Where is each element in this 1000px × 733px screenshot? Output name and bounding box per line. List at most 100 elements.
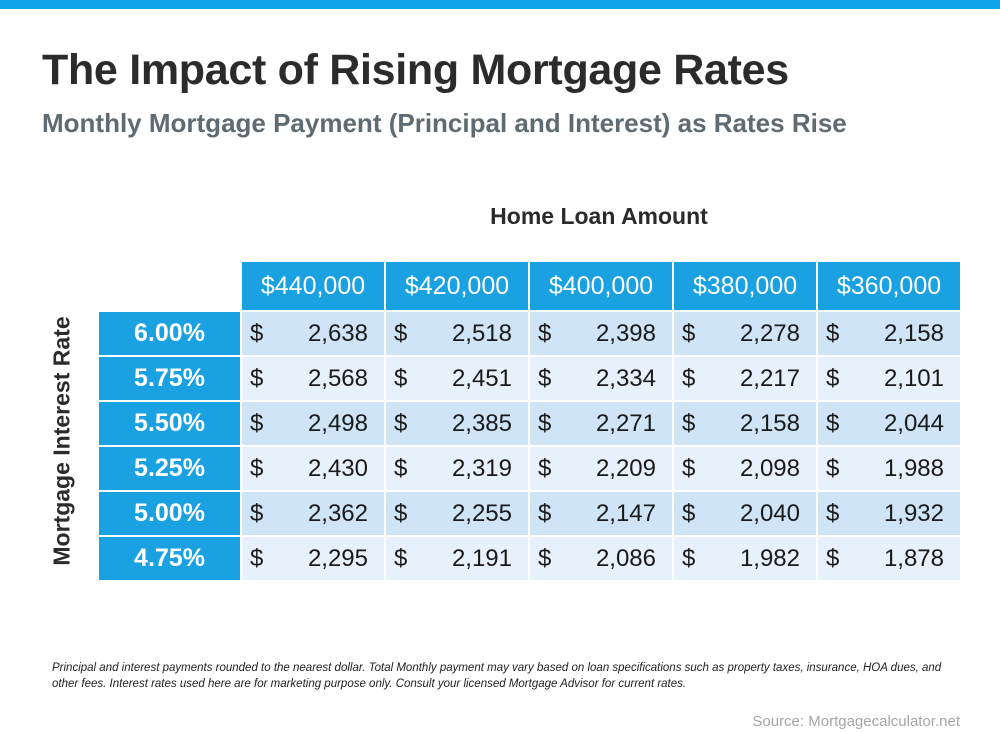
payment-cell: $2,209: [528, 445, 672, 490]
payment-cell-content: $1,982: [674, 545, 816, 573]
payment-amount: 2,217: [739, 364, 800, 392]
payment-cell: $2,191: [384, 535, 528, 580]
payment-cell-content: $2,158: [818, 320, 960, 348]
interest-rate-cell: 4.75%: [99, 535, 240, 580]
table-row: 5.75% $2,568 $2,451 $2,334 $2,217 $2,101: [99, 355, 960, 400]
payment-cell-content: $2,040: [674, 500, 816, 528]
payment-cell: $2,040: [672, 490, 816, 535]
currency-symbol: $: [538, 319, 552, 347]
payment-cell: $2,295: [240, 535, 384, 580]
payment-cell: $1,878: [816, 535, 960, 580]
payment-cell-content: $2,295: [242, 545, 384, 573]
payment-amount: 2,040: [739, 499, 800, 527]
payment-cell-content: $2,498: [242, 410, 384, 438]
payment-table: $440,000 $420,000 $400,000 $380,000 $360,000…: [99, 262, 960, 580]
payment-amount: 2,147: [595, 499, 656, 527]
payment-cell: $2,430: [240, 445, 384, 490]
currency-symbol: $: [826, 409, 840, 437]
payment-cell-content: $2,638: [242, 320, 384, 348]
payment-cell-content: $1,932: [818, 500, 960, 528]
loan-amount-header: $360,000: [816, 262, 960, 310]
currency-symbol: $: [394, 364, 408, 392]
payment-cell-content: $2,362: [242, 500, 384, 528]
payment-cell: $2,398: [528, 310, 672, 355]
currency-symbol: $: [682, 544, 696, 572]
table-row: 4.75% $2,295 $2,191 $2,086 $1,982 $1,878: [99, 535, 960, 580]
payment-cell-content: $2,101: [818, 365, 960, 393]
payment-cell-content: $2,334: [530, 365, 672, 393]
payment-cell: $2,101: [816, 355, 960, 400]
column-group-label: Home Loan Amount: [490, 203, 708, 229]
currency-symbol: $: [826, 544, 840, 572]
currency-symbol: $: [682, 319, 696, 347]
table-corner: [99, 262, 240, 310]
payment-cell-content: $1,878: [818, 545, 960, 573]
payment-cell: $2,098: [672, 445, 816, 490]
payment-amount: 2,044: [883, 409, 944, 437]
currency-symbol: $: [394, 409, 408, 437]
payment-cell-content: $2,191: [386, 545, 528, 573]
payment-cell: $1,982: [672, 535, 816, 580]
currency-symbol: $: [538, 544, 552, 572]
payment-cell: $2,158: [672, 400, 816, 445]
loan-amount-header: $400,000: [528, 262, 672, 310]
payment-amount: 2,086: [595, 544, 656, 572]
currency-symbol: $: [250, 364, 264, 392]
payment-amount: 2,255: [451, 499, 512, 527]
payment-cell: $2,271: [528, 400, 672, 445]
row-group-label: Mortgage Interest Rate: [48, 316, 75, 566]
payment-amount: 2,451: [451, 364, 512, 392]
payment-cell-content: $2,147: [530, 500, 672, 528]
payment-cell-content: $2,278: [674, 320, 816, 348]
payment-cell: $2,158: [816, 310, 960, 355]
currency-symbol: $: [682, 364, 696, 392]
payment-cell: $2,086: [528, 535, 672, 580]
payment-cell-content: $2,255: [386, 500, 528, 528]
payment-amount: 2,498: [307, 409, 368, 437]
footnote: Principal and interest payments rounded …: [52, 662, 942, 690]
payment-cell: $2,362: [240, 490, 384, 535]
currency-symbol: $: [394, 319, 408, 347]
payment-cell-content: $2,518: [386, 320, 528, 348]
currency-symbol: $: [826, 364, 840, 392]
payment-amount: 2,098: [739, 454, 800, 482]
payment-cell-content: $2,044: [818, 410, 960, 438]
interest-rate-cell: 5.25%: [99, 445, 240, 490]
currency-symbol: $: [538, 454, 552, 482]
payment-amount: 2,158: [739, 409, 800, 437]
loan-amount-header: $380,000: [672, 262, 816, 310]
payment-cell: $2,217: [672, 355, 816, 400]
payment-amount: 2,430: [307, 454, 368, 482]
interest-rate-cell: 6.00%: [99, 310, 240, 355]
currency-symbol: $: [250, 454, 264, 482]
header-row: $440,000 $420,000 $400,000 $380,000 $360,000: [99, 262, 960, 310]
payment-amount: 2,638: [307, 319, 368, 347]
payment-cell-content: $2,568: [242, 365, 384, 393]
payment-cell-content: $2,098: [674, 455, 816, 483]
payment-amount: 1,932: [883, 499, 944, 527]
payment-cell: $2,255: [384, 490, 528, 535]
payment-cell: $2,498: [240, 400, 384, 445]
payment-cell-content: $2,217: [674, 365, 816, 393]
table-row: 6.00% $2,638 $2,518 $2,398 $2,278 $2,158: [99, 310, 960, 355]
payment-amount: 2,191: [451, 544, 512, 572]
currency-symbol: $: [682, 454, 696, 482]
table-body: 6.00% $2,638 $2,518 $2,398 $2,278 $2,158 5.75%…: [99, 310, 960, 580]
payment-amount: 1,878: [883, 544, 944, 572]
payment-cell-content: $2,086: [530, 545, 672, 573]
page-subtitle: Monthly Mortgage Payment (Principal and …: [42, 108, 847, 138]
table-row: 5.50% $2,498 $2,385 $2,271 $2,158 $2,044: [99, 400, 960, 445]
payment-amount: 2,271: [595, 409, 656, 437]
payment-amount: 2,362: [307, 499, 368, 527]
payment-amount: 2,385: [451, 409, 512, 437]
currency-symbol: $: [394, 544, 408, 572]
currency-symbol: $: [250, 499, 264, 527]
payment-amount: 2,295: [307, 544, 368, 572]
payment-cell: $1,932: [816, 490, 960, 535]
payment-amount: 2,278: [739, 319, 800, 347]
source-credit: Source: Mortgagecalculator.net: [752, 713, 960, 730]
payment-cell-content: $2,430: [242, 455, 384, 483]
payment-cell: $2,319: [384, 445, 528, 490]
currency-symbol: $: [538, 409, 552, 437]
payment-cell: $2,385: [384, 400, 528, 445]
